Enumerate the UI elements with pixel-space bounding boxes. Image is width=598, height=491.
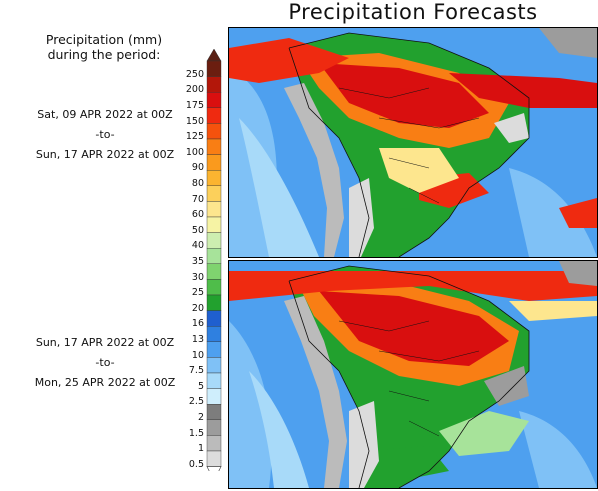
colorbar-swatch-25 — [206, 279, 222, 296]
colorbar-tick-label: 20 — [191, 302, 204, 314]
colorbar-tick-label: 80 — [191, 178, 204, 189]
colorbar-swatch-20 — [206, 294, 222, 311]
colorbar-swatch-35 — [206, 247, 222, 264]
colorbar-swatch-90 — [206, 154, 222, 171]
precip-map-1 — [229, 28, 597, 257]
period-2-end: Mon, 25 APR 2022 at 00Z — [34, 376, 176, 389]
colorbar-swatch-200 — [206, 76, 222, 93]
colorbar-tick-label: 2.5 — [188, 396, 204, 408]
colorbar-swatch-16 — [206, 310, 222, 327]
colorbar-tick-label: 2 — [197, 412, 204, 423]
legend-heading-line1: Precipitation (mm) — [45, 32, 163, 47]
precip-colorbar — [206, 48, 222, 471]
colorbar-tick-label: 10 — [191, 349, 204, 361]
colorbar-tick-label: 30 — [191, 271, 204, 283]
chart-title: Precipitation Forecasts — [288, 0, 538, 24]
colorbar-tick-label: 100 — [185, 146, 204, 158]
colorbar-tick-label: 1 — [197, 443, 204, 455]
colorbar-swatch-80 — [206, 169, 222, 186]
colorbar-tick-label: 70 — [191, 193, 204, 205]
colorbar-swatch-7.5 — [206, 357, 222, 374]
colorbar-swatch-2.5 — [206, 388, 222, 405]
colorbar-bottom-arrow — [206, 466, 222, 471]
colorbar-tick-label: 35 — [191, 256, 204, 267]
colorbar-tick-label: 175 — [185, 100, 204, 111]
colorbar-tick-label: 40 — [191, 240, 204, 252]
colorbar-swatch-10 — [206, 341, 222, 358]
colorbar-swatch-2 — [206, 404, 222, 421]
precip-map-2 — [229, 261, 597, 488]
colorbar-swatch-30 — [206, 263, 222, 280]
colorbar-tick-label: 0.5 — [188, 458, 204, 470]
colorbar-swatch-175 — [206, 92, 222, 109]
colorbar-swatch-0.5 — [206, 450, 222, 467]
colorbar-tick-label: 200 — [185, 84, 204, 96]
colorbar-swatch-40 — [206, 232, 222, 249]
colorbar-top-arrow — [206, 48, 222, 62]
colorbar-swatch-150 — [206, 107, 222, 124]
colorbar-tick-label: 150 — [185, 115, 204, 127]
period-1-end: Sun, 17 APR 2022 at 00Z — [35, 148, 175, 161]
colorbar-swatch-60 — [206, 201, 222, 218]
colorbar-swatch-5 — [206, 372, 222, 389]
legend-heading: Precipitation (mm) during the period: — [0, 32, 208, 62]
colorbar-tick-label: 5 — [197, 380, 204, 392]
colorbar-swatch-250 — [206, 60, 222, 77]
period-2-start: Sun, 17 APR 2022 at 00Z — [35, 336, 175, 349]
colorbar-tick-label: 90 — [191, 162, 204, 174]
period-2-separator: -to- — [95, 356, 115, 369]
colorbar-tick-label: 1.5 — [188, 427, 204, 439]
colorbar-tick-label: 60 — [191, 209, 204, 221]
map-panel-period-2 — [228, 260, 598, 489]
colorbar-swatch-1.5 — [206, 419, 222, 436]
colorbar-tick-label: 16 — [191, 318, 204, 330]
colorbar-tick-label: 250 — [185, 68, 204, 80]
colorbar-swatch-100 — [206, 138, 222, 155]
legend-heading-line2: during the period: — [47, 47, 161, 62]
colorbar-tick-label: 25 — [191, 287, 204, 299]
map-panel-period-1 — [228, 27, 598, 258]
colorbar-tick-label: 13 — [191, 334, 204, 345]
period-1-separator: -to- — [95, 128, 115, 141]
colorbar-swatch-70 — [206, 185, 222, 202]
colorbar-swatch-125 — [206, 123, 222, 140]
period-1-start: Sat, 09 APR 2022 at 00Z — [37, 108, 173, 121]
colorbar-tick-label: 125 — [185, 131, 204, 143]
colorbar-swatch-13 — [206, 326, 222, 343]
colorbar-tick-label: 50 — [191, 224, 204, 236]
colorbar-tick-label: 7.5 — [188, 365, 204, 377]
colorbar-swatch-1 — [206, 435, 222, 452]
colorbar-swatch-50 — [206, 216, 222, 233]
